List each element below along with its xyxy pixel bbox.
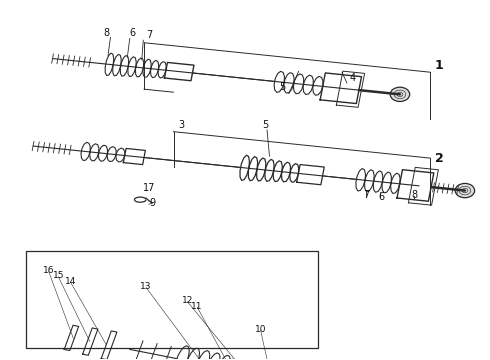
Text: 17: 17: [143, 183, 155, 193]
Text: 6: 6: [130, 28, 136, 38]
Text: 5: 5: [279, 82, 285, 92]
Text: 16: 16: [43, 266, 54, 275]
Text: 11: 11: [192, 302, 203, 311]
Text: 15: 15: [52, 271, 64, 280]
Text: 8: 8: [103, 28, 109, 37]
Text: 12: 12: [182, 296, 193, 305]
Text: 14: 14: [65, 276, 76, 285]
Text: 10: 10: [255, 325, 266, 334]
Text: 9: 9: [149, 198, 155, 208]
Text: 1: 1: [435, 59, 444, 72]
Text: 7: 7: [146, 31, 152, 40]
Text: 6: 6: [378, 192, 384, 202]
Text: 5: 5: [262, 120, 269, 130]
Text: 2: 2: [435, 152, 444, 165]
Circle shape: [390, 87, 410, 102]
Circle shape: [455, 183, 475, 198]
Text: 7: 7: [364, 190, 370, 201]
Text: 4: 4: [349, 73, 355, 83]
Text: 8: 8: [412, 190, 418, 201]
Text: 3: 3: [178, 120, 185, 130]
Bar: [26, 251, 318, 348]
Text: 13: 13: [140, 282, 152, 291]
